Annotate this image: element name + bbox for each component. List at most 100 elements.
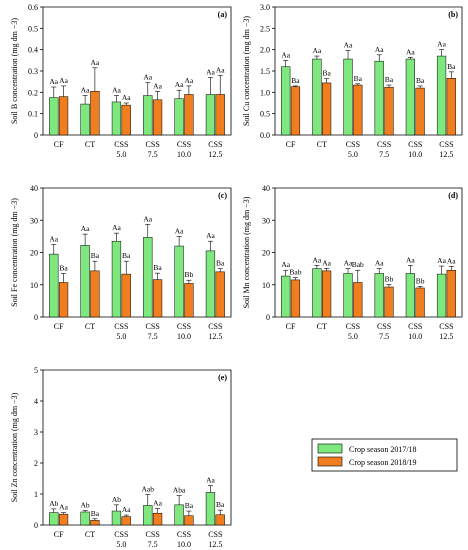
bar-2018 [446,269,456,318]
significance-label: Aa [406,255,415,264]
y-tick-label: 0.0 [260,131,270,140]
significance-label: Aa [281,50,290,59]
x-tick-label: CT [317,322,327,331]
bar-2017 [80,511,90,526]
bar-2018 [58,282,69,318]
bar-2018 [121,273,131,318]
x-tick-label: CSS [346,322,360,331]
significance-label: Aa [447,256,456,265]
significance-label: Aa [185,76,194,85]
significance-label: Aa [437,256,446,265]
x-tick-label: 10.0 [177,540,191,549]
significance-label: Aa [59,503,68,512]
bar-2017 [111,101,122,136]
significance-label: Aa [143,73,152,82]
x-tick-label: 10.0 [177,150,191,159]
x-tick-label: CSS [177,322,191,331]
panel-letter: (d) [448,191,458,200]
bar-2017 [405,58,416,136]
bar-2017 [343,273,353,318]
significance-label: Aa [206,231,215,240]
y-tick-label: 0 [266,313,270,322]
significance-label: Aa [281,260,290,269]
y-axis-label: Soil Zn concentration (mg dm −3) [10,392,19,502]
chart-panel-b: 0.0 0.5 1.0 1.5 2.0 2.5 3.0 Soil Cu concentrati… [242,3,463,159]
bar-2017 [405,273,416,318]
y-tick-label: 1.5 [260,67,270,76]
x-tick-label: 10.0 [177,332,191,341]
bar-2018 [152,512,163,526]
significance-label: Ab [81,500,90,509]
significance-label: Ab [49,499,58,508]
y-tick-label: 0.6 [28,3,38,12]
y-tick-label: 2 [34,459,38,468]
x-tick-label: 7.5 [379,150,389,159]
bar-2017 [281,66,291,136]
y-tick-label: 0.2 [28,88,38,97]
y-tick-label: 0.4 [28,46,38,55]
x-tick-label: 12.5 [208,150,222,159]
y-axis-label: Soil Mn concentration (mg dm −3) [242,196,251,308]
bar-2018 [121,516,131,526]
x-tick-label: 12.5 [439,150,453,159]
x-tick-label: CSS [408,322,422,331]
y-tick-label: 0 [34,131,38,140]
bar-2018 [415,87,425,136]
bar-2018 [58,96,69,136]
y-tick-label: 40 [30,184,38,193]
y-tick-label: 20 [262,249,270,258]
significance-label: Aa [81,86,90,95]
x-tick-label: 10.0 [408,332,422,341]
x-tick-label: CSS [346,140,360,149]
bar-2017 [205,250,216,318]
bar-2017 [205,492,216,526]
significance-label: Bab [289,268,301,277]
plot-frame [274,187,463,318]
x-tick-label: CSS [177,140,191,149]
chart-panel-e: 0 1 2 3 4 5 Soil Zn concentration (mg dm −3) (e… [10,366,232,549]
legend-label-2018: Crop season 2018/19 [349,458,417,467]
bar-2017 [312,58,322,136]
y-tick-label: 2.5 [260,24,270,33]
bar-2017 [174,98,184,136]
significance-label: Aba [173,486,186,495]
bar-2017 [174,245,184,318]
significance-label: Aa [49,234,58,243]
bar-2017 [436,55,447,136]
x-tick-label: 5.0 [348,150,358,159]
bar-2018 [90,270,100,318]
significance-label: Ba [416,76,425,85]
x-tick-label: 7.5 [148,150,158,159]
y-tick-label: 10 [30,281,38,290]
x-tick-label: CF [54,322,64,331]
significance-label: Bb [416,276,425,285]
x-tick-label: 10.0 [408,150,422,159]
bar-2018 [152,279,163,318]
x-tick-label: CSS [146,322,160,331]
significance-label: Ba [385,75,394,84]
x-tick-label: 5.0 [116,332,126,341]
bar-2017 [343,58,353,136]
bar-2018 [184,283,194,318]
x-tick-label: CT [317,140,327,149]
legend-swatch-2018 [317,456,343,467]
legend: Crop season 2017/18 Crop season 2018/19 [311,438,458,472]
y-tick-label: 30 [262,216,270,225]
bar-2017 [49,97,59,136]
x-tick-label: CSS [146,140,160,149]
x-tick-label: CSS [439,140,453,149]
x-tick-label: CSS [208,530,222,539]
bar-2018 [384,86,394,136]
y-tick-label: 0.5 [260,110,270,119]
significance-label: Aa [59,76,68,85]
plot-frame [274,6,463,136]
y-tick-label: 5 [34,366,38,375]
bar-2017 [49,253,59,318]
significance-label: Aa [344,41,353,50]
x-tick-label: CSS [408,140,422,149]
significance-label: Aa [313,46,322,55]
bar-2018 [184,515,194,526]
bar-2017 [49,512,59,526]
bar-2017 [436,273,447,318]
